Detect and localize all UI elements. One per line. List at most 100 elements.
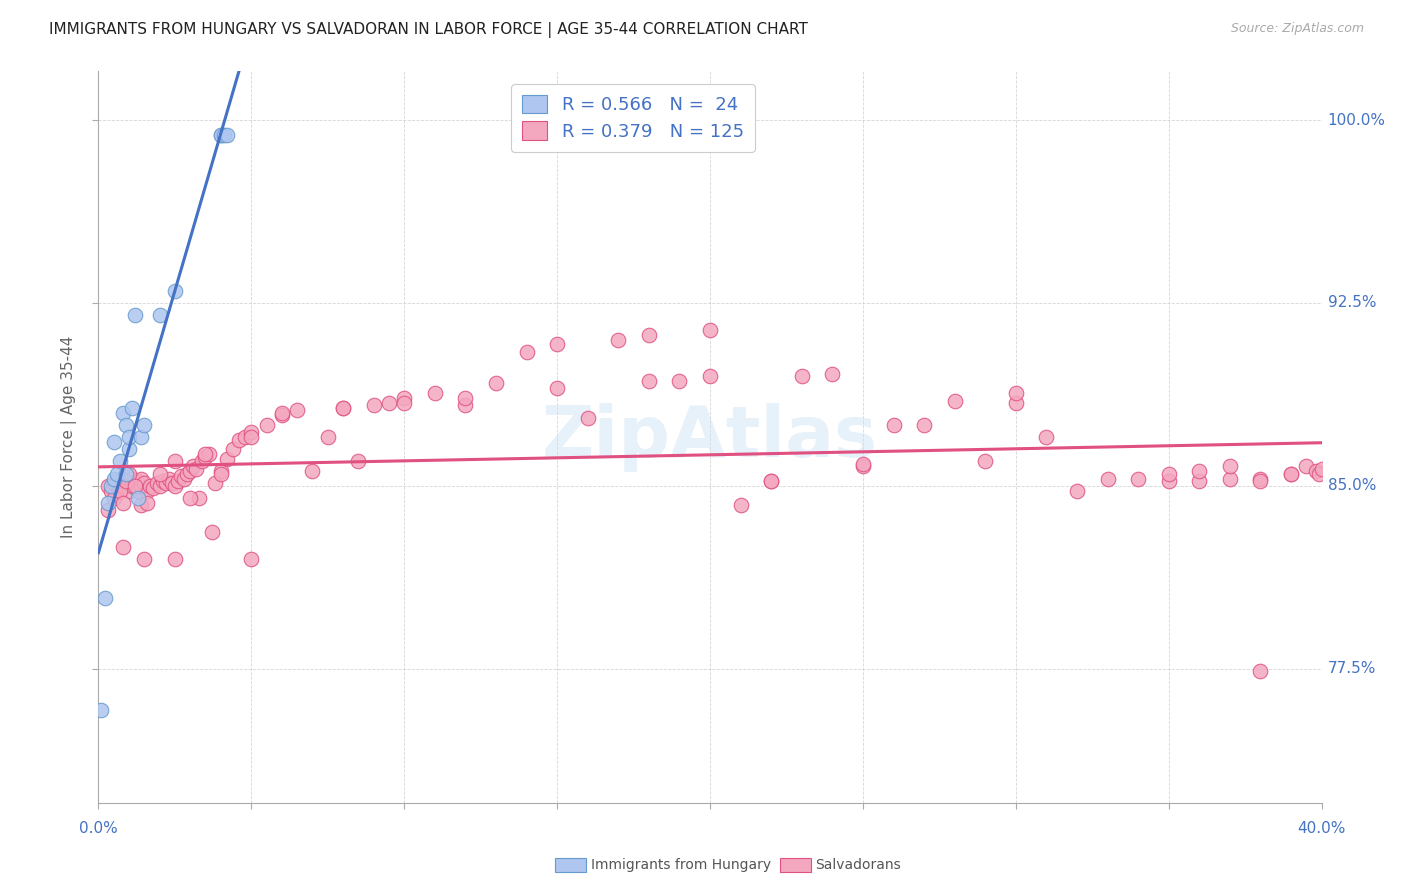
Point <box>1249 664 1271 678</box>
Point <box>129 479 152 493</box>
Point <box>240 425 263 440</box>
Point <box>1066 483 1088 498</box>
Point <box>1097 471 1119 485</box>
Point <box>209 128 232 142</box>
Point <box>1295 459 1317 474</box>
Legend: R = 0.566   N =  24, R = 0.379   N = 125: R = 0.566 N = 24, R = 0.379 N = 125 <box>512 84 755 152</box>
Point <box>129 430 152 444</box>
Point <box>111 496 134 510</box>
Point <box>699 369 721 384</box>
Point <box>454 398 477 412</box>
Text: Salvadorans: Salvadorans <box>815 858 901 872</box>
Text: 92.5%: 92.5% <box>1327 295 1376 310</box>
Point <box>1188 464 1211 478</box>
Point <box>1219 471 1241 485</box>
Point <box>256 417 278 432</box>
Point <box>240 552 263 566</box>
Point <box>209 464 232 478</box>
Point <box>423 386 446 401</box>
Point <box>1188 474 1211 488</box>
Point <box>546 337 568 351</box>
Point <box>115 417 138 432</box>
Point <box>124 479 146 493</box>
Point <box>145 476 167 491</box>
Point <box>301 464 323 478</box>
Point <box>194 447 217 461</box>
Point <box>129 471 152 485</box>
Point <box>111 540 134 554</box>
Point <box>194 450 217 464</box>
Point <box>1035 430 1057 444</box>
Point <box>759 474 782 488</box>
Text: 77.5%: 77.5% <box>1327 661 1376 676</box>
Point <box>852 457 875 471</box>
Point <box>105 467 128 481</box>
Point <box>103 491 125 505</box>
Point <box>136 483 159 498</box>
Point <box>163 454 186 468</box>
Point <box>118 483 141 498</box>
Point <box>100 483 122 498</box>
Point <box>576 410 599 425</box>
Point <box>392 391 416 405</box>
Text: ZipAtlas: ZipAtlas <box>543 402 877 472</box>
Point <box>1249 474 1271 488</box>
Point <box>215 452 238 467</box>
Point <box>392 396 416 410</box>
Point <box>105 474 128 488</box>
Point <box>637 374 661 388</box>
Point <box>1004 396 1026 410</box>
Point <box>149 308 172 322</box>
Point <box>134 552 156 566</box>
Point <box>546 381 568 395</box>
Point <box>108 454 131 468</box>
Point <box>127 491 149 505</box>
Point <box>163 284 186 298</box>
Point <box>118 467 141 481</box>
Point <box>90 703 112 717</box>
Point <box>191 454 214 468</box>
Point <box>285 403 308 417</box>
Point <box>1305 464 1327 478</box>
Point <box>332 401 354 415</box>
Point <box>1004 386 1026 401</box>
Point <box>124 476 146 491</box>
Point <box>160 476 183 491</box>
Point <box>1279 467 1302 481</box>
Point <box>139 479 162 493</box>
Point <box>121 471 143 485</box>
Point <box>155 476 177 491</box>
Point <box>209 467 232 481</box>
Point <box>485 376 508 391</box>
Point <box>118 474 141 488</box>
Point <box>607 333 630 347</box>
Point <box>163 479 186 493</box>
Point <box>121 479 143 493</box>
Point <box>270 406 292 420</box>
Point <box>142 481 165 495</box>
Point <box>127 474 149 488</box>
Text: IMMIGRANTS FROM HUNGARY VS SALVADORAN IN LABOR FORCE | AGE 35-44 CORRELATION CHA: IMMIGRANTS FROM HUNGARY VS SALVADORAN IN… <box>49 22 808 38</box>
Point <box>163 552 186 566</box>
Point <box>167 474 190 488</box>
Point <box>637 327 661 342</box>
Point <box>124 308 146 322</box>
Point <box>215 128 238 142</box>
Text: 40.0%: 40.0% <box>1298 821 1346 836</box>
Point <box>759 474 782 488</box>
Point <box>149 479 172 493</box>
Point <box>108 483 131 498</box>
Text: 85.0%: 85.0% <box>1327 478 1376 493</box>
Point <box>1219 459 1241 474</box>
Point <box>108 474 131 488</box>
Point <box>228 433 250 447</box>
Point <box>118 442 141 457</box>
Point <box>97 479 120 493</box>
Point <box>200 525 222 540</box>
Point <box>454 391 477 405</box>
Point <box>115 474 138 488</box>
Point <box>93 591 115 605</box>
Point <box>1310 462 1333 476</box>
Point <box>1128 471 1150 485</box>
Point <box>209 128 232 142</box>
